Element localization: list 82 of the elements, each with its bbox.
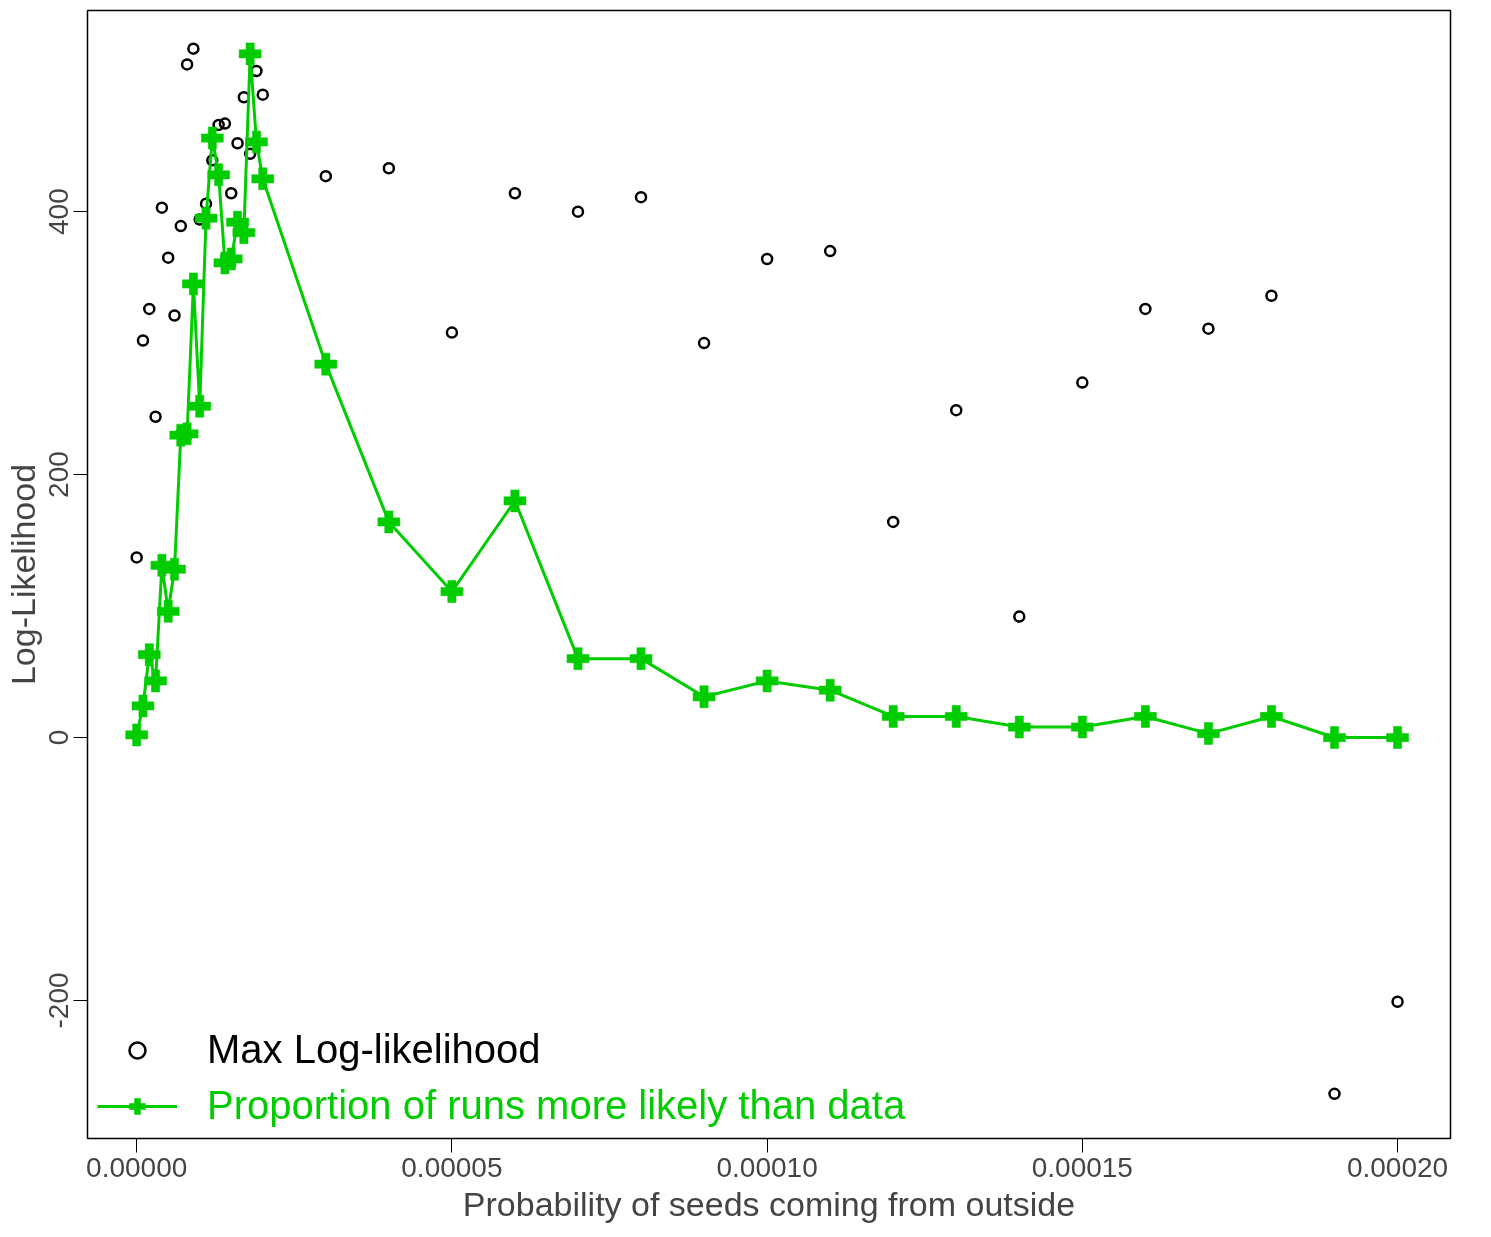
- point: [168, 309, 181, 322]
- point: [218, 117, 232, 130]
- point: [156, 600, 180, 623]
- point: [634, 190, 648, 204]
- point: [207, 163, 230, 187]
- point: [224, 187, 238, 200]
- point: [692, 685, 716, 709]
- point: [138, 643, 161, 666]
- point: [377, 510, 401, 534]
- point: [219, 247, 243, 271]
- point: [1202, 322, 1215, 335]
- point: [238, 42, 262, 66]
- point: [319, 169, 333, 183]
- point: [125, 723, 148, 747]
- legend-label: Max Log-likelihood: [207, 1027, 541, 1072]
- point: [1134, 705, 1157, 728]
- point: [697, 336, 711, 350]
- point: [149, 410, 162, 423]
- point: [144, 669, 167, 693]
- y-tick-label: 400: [43, 188, 75, 236]
- point: [1323, 726, 1346, 749]
- point: [130, 551, 143, 564]
- point: [1386, 726, 1409, 749]
- point: [161, 251, 175, 264]
- point: [251, 167, 275, 191]
- point: [886, 515, 900, 529]
- point: [232, 221, 256, 244]
- x-tick-label: 0.00015: [1031, 1151, 1133, 1183]
- point: [188, 394, 211, 418]
- point: [755, 669, 779, 693]
- y-tick-label: 200: [43, 451, 75, 498]
- point: [1391, 995, 1404, 1009]
- point: [199, 197, 213, 210]
- point: [1197, 722, 1220, 745]
- point: [245, 130, 268, 154]
- point: [314, 352, 338, 376]
- point: [949, 403, 963, 417]
- point: [143, 302, 156, 316]
- point: [175, 422, 199, 446]
- point: [1328, 1087, 1341, 1101]
- x-tick-label: 0.00000: [86, 1151, 188, 1183]
- x-tick-label: 0.00005: [401, 1151, 503, 1183]
- point: [508, 187, 522, 200]
- point: [760, 252, 774, 266]
- point: [155, 201, 169, 214]
- point: [1013, 610, 1026, 623]
- point: [187, 42, 200, 55]
- y-axis-title: Log-Likelihood: [3, 463, 42, 686]
- point: [944, 705, 968, 728]
- point: [1139, 302, 1152, 316]
- point: [1076, 376, 1089, 389]
- point: [131, 694, 155, 718]
- point: [571, 205, 585, 218]
- point: [194, 206, 218, 230]
- point: [503, 489, 527, 513]
- point: [440, 580, 464, 603]
- x-axis-title: Probability of seeds coming from outside: [462, 1184, 1076, 1223]
- point: [881, 705, 905, 728]
- point: [1265, 289, 1278, 303]
- point: [823, 244, 837, 258]
- x-tick-label: 0.00020: [1346, 1151, 1449, 1183]
- point: [566, 647, 590, 670]
- point: [445, 326, 459, 339]
- point: [1071, 715, 1094, 739]
- point: [174, 219, 188, 233]
- point: [180, 58, 194, 71]
- point: [201, 126, 224, 150]
- point: [1008, 715, 1031, 739]
- x-tick-label: 0.00010: [716, 1151, 818, 1183]
- y-tick-label: -200: [43, 972, 75, 1029]
- point: [382, 162, 396, 175]
- legend-label: Proportion of runs more likely than data: [207, 1083, 906, 1128]
- point: [1260, 705, 1283, 728]
- point: [818, 678, 842, 702]
- y-tick-label: 0: [43, 729, 75, 746]
- point: [182, 272, 205, 296]
- point: [256, 88, 270, 101]
- point: [231, 137, 244, 150]
- point: [136, 334, 150, 347]
- point: [163, 557, 186, 581]
- point: [629, 647, 653, 670]
- point: [212, 118, 225, 132]
